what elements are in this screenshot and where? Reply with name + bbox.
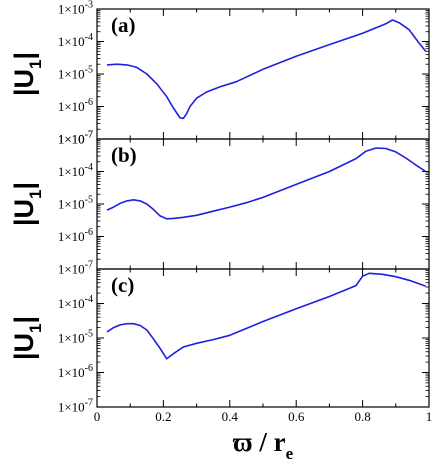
y-tick-label-base: 1×10: [58, 229, 85, 244]
plot-frame: [96, 268, 430, 408]
y-axis-label-subscript: 1: [26, 60, 45, 69]
y-tick-label-base: 1×10: [58, 296, 85, 311]
y-tick-label: 1×10-6: [58, 97, 93, 114]
panel-label: (b): [111, 143, 137, 167]
panels-group: 1×10-31×10-41×10-51×10-61×10-7(a)|U1|1×1…: [9, 0, 432, 462]
y-tick-label: 1×10-5: [58, 329, 93, 346]
y-tick-label: 1×10-5: [58, 195, 93, 212]
x-tick-label: 0.4: [222, 409, 239, 424]
y-tick-label: 1×10-4: [58, 162, 93, 179]
y-tick-label-base: 1×10: [58, 34, 85, 49]
x-tick-label: 0.6: [288, 409, 305, 424]
y-axis-label-main: |U: [9, 69, 39, 96]
y-tick-label-exponent: -4: [85, 162, 93, 173]
data-line: [106, 272, 426, 360]
y-axis-label-bar: |: [9, 316, 39, 324]
y-tick-label-exponent: -6: [85, 363, 93, 374]
y-tick-label: 1×10-5: [58, 65, 93, 82]
x-axis-label-subscript: e: [286, 444, 294, 462]
y-tick-label: 1×10-7: [58, 398, 93, 415]
y-tick-label: 1×10-7: [58, 130, 93, 147]
y-tick-label-base: 1×10: [58, 99, 85, 114]
y-tick-label-base: 1×10: [58, 2, 85, 17]
y-tick-label-exponent: -7: [85, 260, 93, 271]
y-tick-label: 1×10-3: [58, 0, 93, 17]
y-axis-label: |U1|: [9, 182, 45, 226]
y-tick-label-exponent: -5: [85, 329, 93, 340]
y-tick-label: 1×10-7: [58, 130, 93, 147]
y-tick-label-exponent: -4: [85, 32, 93, 43]
y-tick-label-exponent: -7: [85, 398, 93, 409]
y-tick-label-base: 1×10: [58, 365, 85, 380]
panel-label: (c): [111, 273, 134, 297]
y-axis-label-subscript: 1: [26, 190, 45, 199]
y-tick-label-base: 1×10: [58, 164, 85, 179]
panel-label: (a): [111, 13, 136, 37]
panel-2: 1×10-71×10-41×10-51×10-6(b)|U1|: [9, 130, 430, 270]
y-axis-label-main: |U: [9, 199, 39, 226]
panel-1: 1×10-31×10-41×10-51×10-61×10-7(a)|U1|: [9, 0, 430, 147]
panel-3: 1×10-71×10-41×10-51×10-61×10-7(c)|U1|0 0.…: [9, 260, 432, 462]
y-tick-label-base: 1×10: [58, 67, 85, 82]
y-tick-label: 1×10-4: [58, 32, 93, 49]
y-axis-label: |U1|: [9, 316, 45, 360]
y-tick-label-exponent: -6: [85, 227, 93, 238]
y-tick-label-exponent: -7: [85, 130, 93, 141]
x-axis-label-main: ϖ / r: [233, 427, 286, 457]
y-tick-label-exponent: -7: [85, 130, 93, 141]
y-tick-label-base: 1×10: [58, 132, 85, 147]
y-tick-label-base: 1×10: [58, 400, 85, 415]
y-tick-label-base: 1×10: [58, 197, 85, 212]
y-tick-label: 1×10-6: [58, 227, 93, 244]
y-tick-label-exponent: -4: [85, 294, 93, 305]
y-axis-label: |U1|: [9, 52, 45, 96]
y-tick-label-exponent: -5: [85, 195, 93, 206]
y-axis-label-bar: |: [9, 52, 39, 60]
x-tick-label: 1: [426, 409, 433, 424]
data-line: [106, 147, 427, 220]
y-tick-label: 1×10-6: [58, 363, 93, 380]
y-tick-label-exponent: -6: [85, 97, 93, 108]
y-tick-label: 1×10-7: [58, 260, 93, 277]
x-tick-label: 0.8: [354, 409, 370, 424]
x-tick-label: 0: [94, 409, 101, 424]
y-axis-label-bar: |: [9, 182, 39, 190]
x-axis-label: ϖ / re: [233, 427, 294, 462]
y-axis-label-main: |U: [9, 333, 39, 360]
y-tick-label-base: 1×10: [58, 262, 85, 277]
y-tick-label-exponent: -5: [85, 65, 93, 76]
y-tick-label-base: 1×10: [58, 331, 85, 346]
data-line: [106, 19, 427, 120]
x-tick-label: 0.2: [155, 409, 171, 424]
y-tick-label-base: 1×10: [58, 132, 85, 147]
y-tick-label-exponent: -3: [85, 0, 93, 11]
y-axis-label-subscript: 1: [26, 324, 45, 333]
y-tick-label: 1×10-4: [58, 294, 93, 311]
